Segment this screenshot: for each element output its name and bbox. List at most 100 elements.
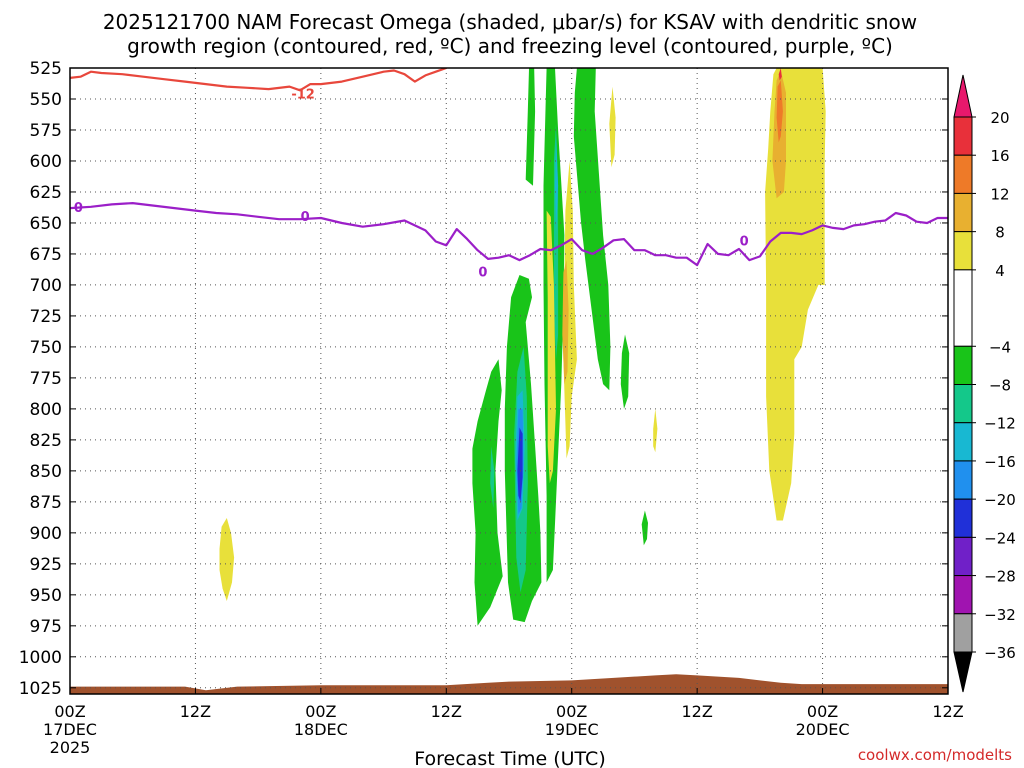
colorbar-bin — [953, 422, 973, 462]
colorbar-label: 4 — [995, 262, 1005, 280]
terrain-layer — [70, 674, 948, 694]
omega-region — [653, 408, 658, 453]
colorbar-label: 12 — [990, 185, 1009, 203]
colorbar-cap-top — [953, 74, 973, 118]
x-tick-label: 00Z — [305, 702, 336, 721]
y-tick-label: 725 — [30, 307, 62, 327]
omega-region — [641, 510, 648, 546]
omega-region — [219, 518, 235, 601]
y-tick-label: 600 — [30, 152, 62, 172]
y-tick-label: 850 — [30, 462, 62, 482]
colorbar-cap-bottom — [953, 651, 973, 693]
y-tick-label: 875 — [30, 493, 62, 513]
colorbar-label: 16 — [990, 147, 1009, 165]
contour-labels: -12 0 0 0 0 — [74, 88, 749, 281]
x-tick-date: 20DEC — [796, 720, 850, 739]
colorbar-label: 20 — [990, 109, 1009, 127]
y-tick-label: 800 — [30, 400, 62, 420]
omega-region — [546, 210, 556, 484]
omega-region — [563, 161, 577, 459]
contour-label: 0 — [301, 210, 310, 225]
title-line-2: growth region (contoured, red, ºC) and f… — [127, 34, 893, 58]
colorbar: 20 16 12 8 4 −4 −8 −12 −16 −20 −24 −28 −32 −36 — [953, 74, 1016, 693]
x-tick-year: 2025 — [50, 738, 91, 757]
omega-region — [776, 80, 783, 143]
colorbar-bin — [953, 192, 973, 233]
contour-label: 0 — [478, 265, 487, 280]
y-tick-label: 675 — [30, 245, 62, 265]
x-tick-label: 00Z — [556, 702, 587, 721]
x-tick-label: 12Z — [681, 702, 712, 721]
x-tick-label: 00Z — [807, 702, 838, 721]
omega-region — [472, 359, 503, 626]
colorbar-bin — [953, 345, 973, 385]
y-tick-label: 975 — [30, 617, 62, 637]
colorbar-label: −16 — [984, 453, 1016, 471]
colorbar-label: −32 — [984, 606, 1016, 624]
colorbar-bin — [953, 460, 973, 500]
colorbar-label: −36 — [984, 644, 1016, 662]
y-tick-label: 650 — [30, 214, 62, 234]
x-tick-date: 18DEC — [294, 720, 348, 739]
y-tick-label: 575 — [30, 121, 62, 141]
colorbar-label: −20 — [984, 491, 1016, 509]
omega-region — [620, 334, 630, 409]
x-tick-label: 12Z — [431, 702, 462, 721]
x-tick-date: 19DEC — [545, 720, 599, 739]
y-tick-label: 550 — [30, 90, 62, 110]
colorbar-label: −12 — [984, 415, 1016, 433]
y-tick-label: 1025 — [19, 679, 62, 699]
x-tick-label: 12Z — [932, 702, 963, 721]
y-tick-label: 525 — [30, 59, 62, 79]
credit-text: coolwx.com/modelts — [857, 746, 1012, 764]
y-tick-label: 775 — [30, 369, 62, 389]
colorbar-bin — [953, 384, 973, 424]
colorbar-bin — [953, 154, 973, 194]
colorbar-bin — [953, 231, 973, 271]
colorbar-bin — [953, 269, 973, 347]
omega-region — [573, 68, 611, 391]
x-axis-label: Forecast Time (UTC) — [414, 748, 605, 768]
omega-region — [517, 427, 523, 502]
colorbar-label: −8 — [989, 377, 1011, 395]
contour-label: 0 — [740, 234, 749, 249]
omega-region — [562, 260, 569, 385]
y-tick-label: 700 — [30, 276, 62, 296]
y-tick-label: 900 — [30, 524, 62, 544]
omega-shading — [219, 68, 826, 626]
omega-region — [609, 86, 616, 168]
colorbar-bin — [953, 575, 973, 615]
omega-region — [525, 68, 536, 186]
y-tick-label: 625 — [30, 183, 62, 203]
y-tick-label: 1000 — [19, 648, 62, 668]
y-tick-label: 825 — [30, 431, 62, 451]
dendritic-growth-contour — [70, 68, 447, 92]
y-tick-label: 950 — [30, 586, 62, 606]
y-axis: 525 550 575 600 625 650 675 700 725 750 775 800 825 8… — [19, 59, 948, 699]
title-line-1: 2025121700 NAM Forecast Omega (shaded, μ… — [103, 10, 917, 34]
x-tick-label: 12Z — [180, 702, 211, 721]
contour-label: -12 — [291, 88, 315, 103]
y-tick-label: 925 — [30, 555, 62, 575]
colorbar-label: 8 — [995, 224, 1005, 242]
colorbar-label: −24 — [984, 529, 1016, 547]
freezing-level-contour — [70, 202, 948, 267]
x-tick-date: 17DEC — [43, 720, 97, 739]
terrain-fill — [70, 674, 948, 694]
colorbar-label: −4 — [989, 338, 1011, 356]
plot-area — [70, 68, 948, 694]
contour-lines — [70, 68, 948, 267]
contour-label: 0 — [74, 201, 83, 216]
colorbar-bin — [953, 116, 973, 156]
x-tick-label: 00Z — [54, 702, 85, 721]
colorbar-bin — [953, 613, 973, 653]
plot-frame — [69, 67, 949, 695]
colorbar-label: −28 — [984, 568, 1016, 586]
colorbar-bin — [953, 498, 973, 538]
omega-region — [778, 68, 782, 81]
colorbar-bin — [953, 536, 973, 577]
omega-region — [490, 446, 495, 509]
y-tick-label: 750 — [30, 338, 62, 358]
